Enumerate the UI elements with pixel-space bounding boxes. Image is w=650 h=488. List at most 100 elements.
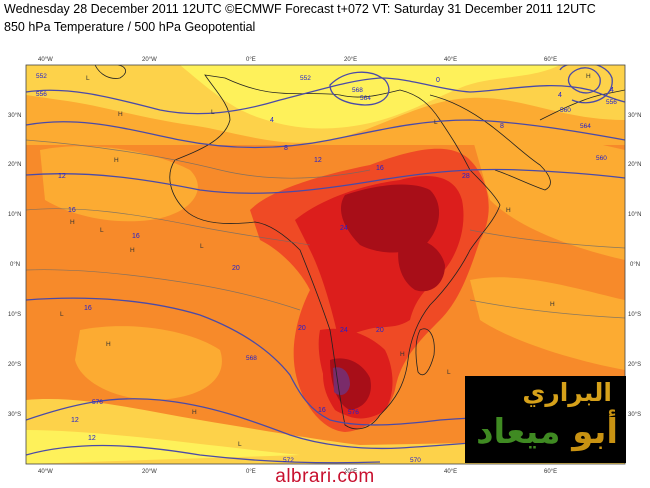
temp-label: 20 — [298, 325, 306, 332]
south-atlantic-patch — [75, 326, 222, 400]
lat-tick: 10°N — [8, 212, 21, 218]
temp-label: 0 — [436, 77, 440, 84]
lon-tick: 40°W — [38, 57, 53, 63]
arabian-sea-patch — [470, 129, 625, 260]
cool-region-atlantic — [26, 65, 120, 90]
temperature-labels: 0 4 8 12 16 20 24 28 12 16 16 20 16 12 8… — [58, 77, 614, 442]
lat-labels-right: 30°N 20°N 10°N 0°N 10°S 20°S 30°S — [628, 113, 641, 418]
geo-label: 556 — [36, 91, 47, 98]
pressure-marker: L — [86, 75, 90, 82]
isotherms — [26, 139, 625, 319]
geo-label: 564 — [360, 95, 371, 102]
geo-label: 570 — [410, 457, 421, 464]
lat-tick: 30°N — [628, 113, 641, 119]
temp-label: 12 — [71, 417, 79, 424]
pressure-marker: H — [114, 157, 119, 164]
geopotential-labels: 552 556 564 568 568 572 576 576 560 564 … — [36, 73, 617, 464]
geo-label: 560 — [596, 155, 607, 162]
temp-label: 24 — [340, 225, 348, 232]
lon-tick: 60°E — [544, 469, 557, 475]
logo-word: ميعاد — [476, 412, 561, 452]
temp-label: 20 — [232, 265, 240, 272]
pressure-markers: L H L H H L H L H L H L H L H L H H — [60, 73, 591, 448]
pressure-marker: H — [118, 111, 123, 118]
pressure-marker: H — [550, 301, 555, 308]
lon-tick: 40°W — [38, 469, 53, 475]
pressure-marker: L — [211, 109, 215, 116]
lon-tick: 20°E — [344, 57, 357, 63]
indian-ocean-patch — [470, 277, 625, 370]
lon-tick: 20°W — [142, 57, 157, 63]
pressure-marker: L — [434, 119, 438, 126]
lon-tick: 20°W — [142, 469, 157, 475]
lat-tick: 30°N — [8, 113, 21, 119]
geo-label: 560 — [560, 107, 571, 114]
lat-tick: 20°N — [8, 162, 21, 168]
geo-label: 564 — [580, 123, 591, 130]
lat-tick: 30°S — [8, 412, 21, 418]
lat-labels-left: 30°N 20°N 10°N 0°N 10°S 20°S 30°S — [8, 113, 21, 418]
pressure-marker: L — [238, 441, 242, 448]
lat-tick: 0°N — [630, 262, 640, 268]
pressure-marker: H — [106, 341, 111, 348]
lon-tick: 0°E — [246, 57, 256, 63]
temp-label: 28 — [462, 173, 470, 180]
lon-tick: 20°E — [344, 469, 357, 475]
lat-tick: 30°S — [628, 412, 641, 418]
lon-tick: 60°E — [544, 57, 557, 63]
pressure-marker: L — [100, 227, 104, 234]
temp-label: 16 — [376, 165, 384, 172]
logo-bottom-line: أبو ميعاد — [476, 412, 618, 452]
temp-label: 12 — [88, 435, 96, 442]
temp-label: 4 — [270, 117, 274, 124]
pressure-marker: H — [506, 207, 511, 214]
temp-label: 8 — [284, 145, 288, 152]
pressure-marker: L — [447, 369, 451, 376]
forecast-title: Wednesday 28 December 2011 12UTC ©ECMWF … — [4, 2, 596, 16]
pressure-marker: H — [192, 409, 197, 416]
lat-tick: 20°S — [8, 362, 21, 368]
geo-label: 552 — [300, 75, 311, 82]
logo-word: أبو — [572, 412, 618, 452]
temp-label: 4 — [558, 92, 562, 99]
lon-labels-top: 40°W 20°W 0°E 20°E 40°E 60°E — [38, 57, 557, 63]
logo-word: البراري — [522, 378, 612, 407]
lat-tick: 0°N — [10, 262, 20, 268]
temp-label: 16 — [132, 233, 140, 240]
kalahari-peak — [333, 367, 350, 396]
pressure-marker: H — [130, 247, 135, 254]
pressure-marker: L — [200, 243, 204, 250]
pressure-marker: H — [70, 219, 75, 226]
south-cold-band — [26, 430, 300, 464]
geo-label: 576 — [348, 409, 359, 416]
temp-label: 16 — [68, 207, 76, 214]
temp-label: 16 — [318, 407, 326, 414]
lon-labels-bottom: 40°W 20°W 0°E 20°E 40°E 60°E — [38, 469, 557, 475]
watermark: albrari.com — [275, 466, 375, 487]
temp-label: 16 — [84, 305, 92, 312]
geo-label: 568 — [352, 87, 363, 94]
atlantic-warm-patch — [40, 146, 198, 222]
cold-region-mediterranean — [180, 65, 560, 129]
lon-tick: 40°E — [444, 469, 457, 475]
temp-label: 12 — [58, 173, 66, 180]
temp-label: 24 — [340, 327, 348, 334]
geo-label: 568 — [246, 355, 257, 362]
pressure-marker: L — [60, 311, 64, 318]
lon-tick: 40°E — [444, 57, 457, 63]
temp-label: 4 — [610, 87, 614, 94]
forecast-subtitle: 850 hPa Temperature / 500 hPa Geopotenti… — [4, 20, 256, 34]
coastlines — [94, 65, 625, 430]
temp-label: 20 — [376, 327, 384, 334]
sahel-core — [340, 184, 440, 253]
geo-label: 552 — [36, 73, 47, 80]
logo-top-line: البراري — [522, 378, 612, 407]
temp-label: 8 — [500, 123, 504, 130]
pressure-marker: H — [400, 351, 405, 358]
lat-tick: 10°S — [8, 312, 21, 318]
lon-tick: 0°E — [246, 469, 256, 475]
site-logo: البراري أبو ميعاد — [465, 376, 626, 463]
geo-label: 576 — [92, 399, 103, 406]
lat-tick: 20°N — [628, 162, 641, 168]
east-africa-core — [398, 238, 445, 292]
